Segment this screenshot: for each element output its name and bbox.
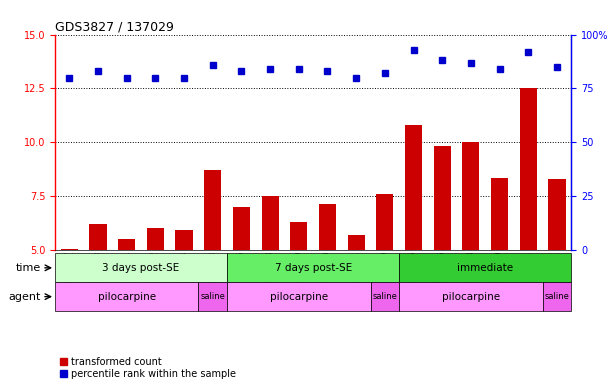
Bar: [175, 230, 192, 250]
Bar: [399, 282, 543, 311]
Text: 7 days post-SE: 7 days post-SE: [274, 263, 352, 273]
Bar: [227, 282, 370, 311]
Bar: [399, 253, 571, 282]
Text: pilocarpine: pilocarpine: [269, 291, 328, 302]
Bar: [60, 248, 78, 250]
Bar: [376, 194, 393, 250]
Text: time: time: [15, 263, 41, 273]
Text: immediate: immediate: [457, 263, 513, 273]
Text: 3 days post-SE: 3 days post-SE: [103, 263, 180, 273]
Legend: transformed count, percentile rank within the sample: transformed count, percentile rank withi…: [60, 357, 236, 379]
Bar: [262, 196, 279, 250]
Bar: [89, 224, 107, 250]
Bar: [290, 222, 307, 250]
Bar: [118, 239, 135, 250]
Text: agent: agent: [9, 291, 41, 302]
Bar: [55, 282, 199, 311]
Text: GDS3827 / 137029: GDS3827 / 137029: [55, 20, 174, 33]
Bar: [147, 228, 164, 250]
Bar: [55, 253, 227, 282]
Bar: [520, 88, 537, 250]
Bar: [233, 207, 250, 250]
Bar: [543, 282, 571, 311]
Bar: [319, 204, 336, 250]
Text: saline: saline: [373, 292, 397, 301]
Bar: [548, 179, 566, 250]
Text: pilocarpine: pilocarpine: [98, 291, 156, 302]
Text: saline: saline: [200, 292, 225, 301]
Bar: [405, 125, 422, 250]
Bar: [434, 146, 451, 250]
Bar: [348, 235, 365, 250]
Bar: [370, 282, 399, 311]
Bar: [199, 282, 227, 311]
Bar: [227, 253, 399, 282]
Text: pilocarpine: pilocarpine: [442, 291, 500, 302]
Bar: [491, 177, 508, 250]
Bar: [463, 142, 480, 250]
Bar: [204, 170, 221, 250]
Text: saline: saline: [544, 292, 569, 301]
